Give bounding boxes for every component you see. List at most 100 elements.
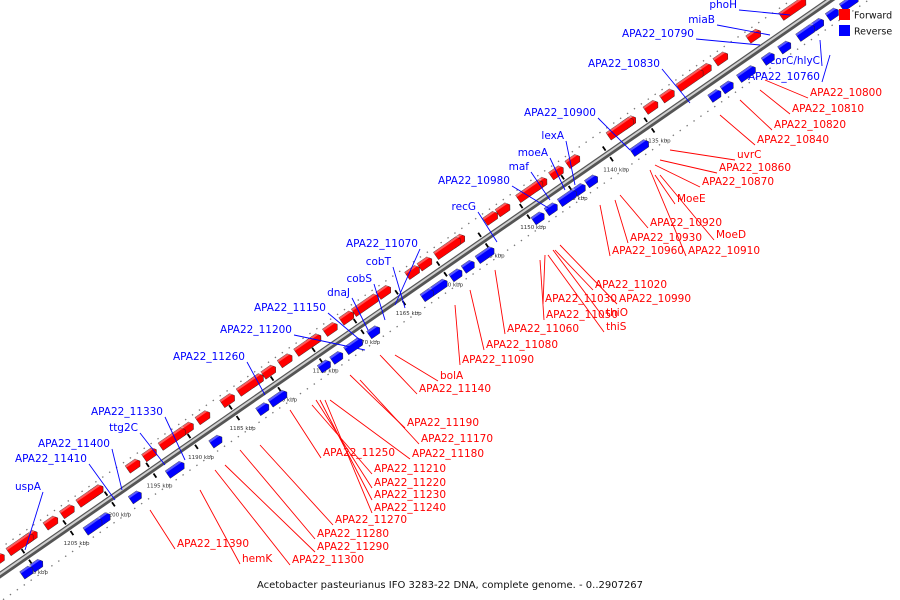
tick-mark-lower	[20, 548, 26, 554]
forward-gene-body	[548, 165, 564, 181]
label-leader	[542, 254, 546, 305]
forward-gene-shine	[178, 420, 193, 431]
forward-gene-shine	[293, 332, 320, 351]
label-leader	[559, 244, 618, 305]
label-leader	[719, 114, 756, 146]
gene-label: APA22_11260	[173, 351, 245, 363]
reverse-gene-shine	[761, 50, 774, 60]
reverse-gene-shine	[810, 16, 823, 26]
forward-gene	[338, 309, 355, 326]
tick-label: 1180 kbp	[271, 397, 297, 403]
label-leader	[669, 149, 736, 161]
reverse-gene-body	[164, 461, 185, 479]
label-leader	[654, 174, 676, 205]
label-leader	[659, 159, 718, 174]
forward-gene-body	[5, 532, 34, 557]
reverse-gene-shine	[165, 459, 183, 473]
reverse-gene	[556, 187, 577, 207]
forward-gene	[605, 115, 634, 141]
tick-marks: 1135 kbp 1140 kbp 1145 kbp 1150 kbp 1155 kbp…	[20, 117, 671, 576]
gene-label: APA22_10840	[757, 134, 829, 146]
tick-mark-lower	[477, 232, 482, 238]
gene-label: APA22_11290	[317, 541, 389, 553]
forward-gene-body	[482, 211, 498, 226]
gene-label: APA22_11330	[91, 406, 163, 418]
legend-forward-label: Forward	[854, 11, 892, 22]
tick-label: 1185 kbp	[230, 426, 256, 432]
reverse-gene	[366, 324, 381, 340]
reverse-gene	[760, 50, 775, 66]
gene-label: APA22_11390	[177, 538, 249, 550]
gene-label: APA22_11220	[374, 477, 446, 489]
gene-label: APA22_11200	[220, 324, 292, 336]
tick-mark	[360, 329, 365, 335]
reverse-gene-body	[267, 389, 288, 408]
reverse-gene-shine	[795, 22, 814, 36]
label-leader	[199, 489, 241, 565]
forward-gene-body	[141, 447, 157, 463]
reverse-gene-shine	[825, 6, 838, 16]
forward-gene	[375, 283, 392, 300]
forward-gene-shine	[745, 27, 760, 38]
genome-caption: Acetobacter pasteurianus IFO 3283-22 DNA…	[257, 580, 643, 591]
gene-label: APA22_10930	[630, 232, 702, 244]
reverse-gene	[316, 358, 331, 374]
forward-gene-shine	[416, 255, 431, 266]
reverse-gene	[267, 388, 288, 408]
gene-label: moeA	[518, 147, 549, 159]
label-leader	[547, 254, 605, 333]
reverse-gene-body	[82, 517, 103, 536]
tick-label: 1200 kbp	[105, 512, 131, 518]
label-leader	[552, 249, 605, 319]
label-leader	[739, 99, 773, 131]
reverse-genes	[19, 0, 859, 580]
forward-gene-shine	[375, 283, 390, 294]
tick-mark	[318, 357, 324, 364]
label-leader	[661, 68, 691, 104]
gene-label: bolA	[440, 370, 464, 382]
forward-gene	[124, 457, 141, 474]
forward-gene-shine	[778, 0, 805, 15]
forward-gene	[219, 391, 235, 409]
label-leader	[695, 38, 761, 46]
tick-mark	[152, 472, 158, 479]
label-leader	[530, 171, 551, 201]
reverse-gene	[707, 87, 722, 103]
forward-gene	[433, 235, 461, 260]
tick-label: 1160 kbp	[437, 282, 463, 288]
forward-gene-shine	[338, 309, 353, 320]
reverse-gene	[82, 516, 103, 536]
reverse-gene-body	[736, 65, 756, 83]
gene-label: APA22_10760	[748, 71, 820, 83]
forward-gene-shine	[712, 50, 727, 61]
gene-label: APA22_11190	[407, 417, 479, 429]
gene-label: APA22_11020	[595, 279, 667, 291]
reverse-gene-body	[719, 80, 734, 95]
forward-gene-body	[433, 236, 461, 260]
label-leader	[289, 409, 322, 459]
forward-gene-body	[194, 410, 211, 426]
genome-backbone	[0, 0, 836, 579]
reverse-gene-body	[707, 89, 722, 103]
label-leader	[373, 283, 386, 321]
forward-gene-body	[59, 504, 75, 520]
reverse-gene-shine	[572, 181, 584, 191]
forward-gene-body	[375, 285, 392, 300]
reverse-gene-shine	[777, 39, 790, 49]
tick-label: 1195 kbp	[147, 484, 173, 490]
forward-gene-body	[124, 458, 141, 474]
tick-mark-lower	[643, 117, 648, 123]
gene-label: APA22_10960	[612, 245, 684, 257]
label-leader	[351, 297, 369, 331]
forward-gene	[416, 255, 433, 272]
gene-label: APA22_11170	[421, 433, 493, 445]
gene-label: APA22_11410	[15, 453, 87, 465]
gene-label: APA22_11210	[374, 463, 446, 475]
label-leader	[716, 24, 771, 36]
label-leader	[614, 199, 629, 244]
reverse-gene-shine	[839, 0, 857, 6]
label-leader	[327, 312, 361, 341]
tick-mark-lower	[269, 376, 275, 382]
forward-gene	[0, 551, 5, 568]
